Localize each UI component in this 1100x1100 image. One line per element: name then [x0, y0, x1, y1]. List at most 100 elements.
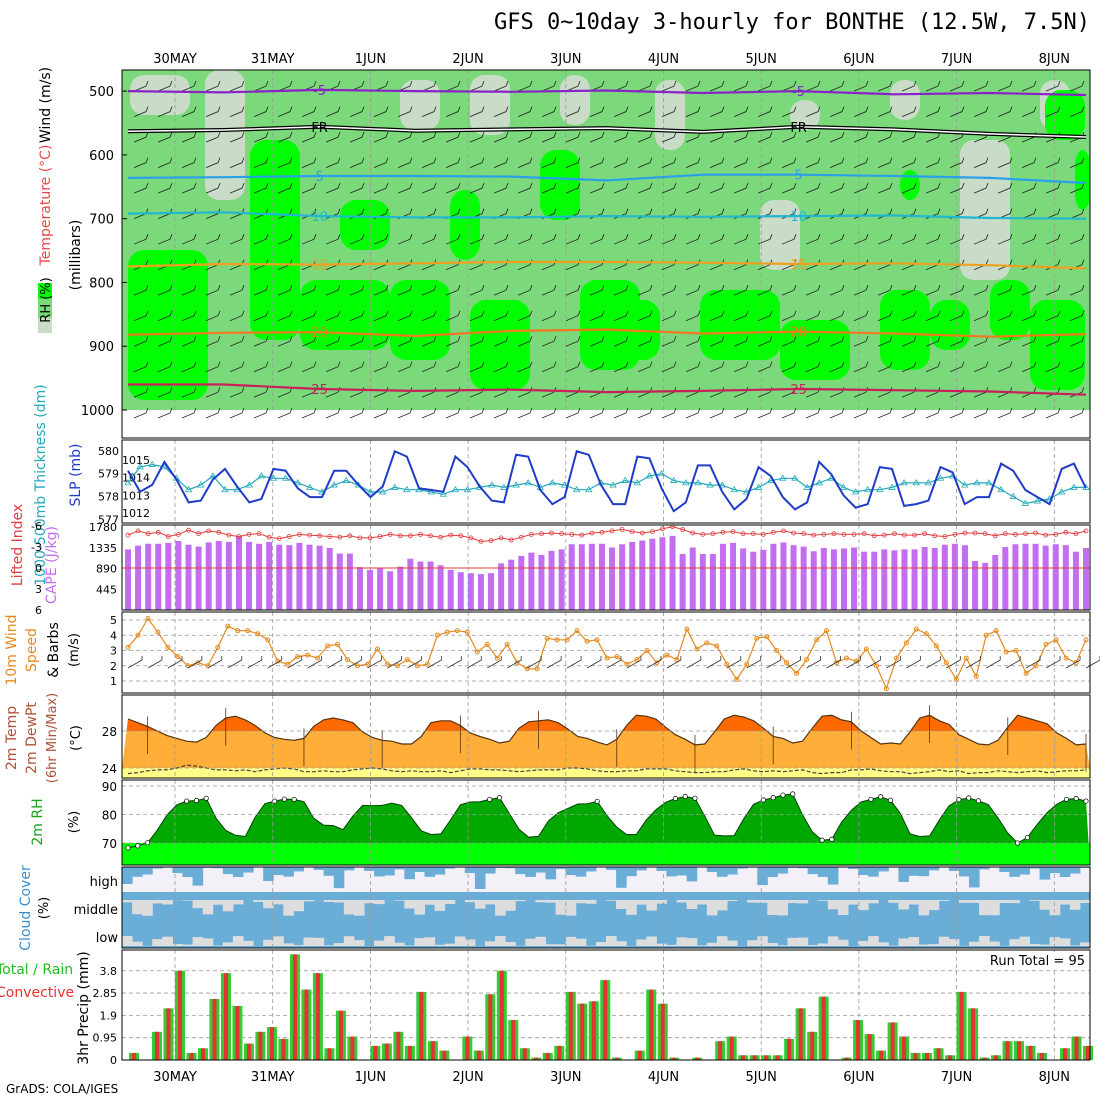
cape-bar: [165, 542, 172, 610]
cloud-mid-cell: [414, 900, 425, 915]
x-tick-label-bottom: 1JUN: [355, 1070, 386, 1085]
thickness-point: [730, 485, 739, 493]
cloud-mid-cell: [232, 900, 244, 905]
lifted-point: [468, 535, 474, 541]
wind-barb: [685, 234, 701, 245]
cape-bar: [719, 543, 726, 610]
rh2m-point: [956, 797, 962, 803]
wind-speed-point: [225, 623, 231, 629]
wind-barb: [709, 285, 725, 296]
wind-barb: [1069, 234, 1085, 245]
wind-barb: [829, 285, 845, 296]
wind-barb: [421, 80, 437, 92]
wind-barb: [746, 656, 762, 669]
wind-barb: [997, 234, 1013, 245]
lifted-point: [599, 529, 605, 535]
wind-barb: [469, 132, 485, 143]
wind-barb: [709, 310, 725, 322]
wind-barb: [133, 234, 149, 245]
cloud-high-cell: [444, 867, 456, 869]
cloud-mid-cell: [565, 900, 577, 916]
wind-barb: [157, 183, 173, 194]
isotherm-line: [127, 260, 1087, 270]
wind-speed-point: [504, 641, 510, 647]
wind-barb: [167, 656, 183, 669]
lifted-point: [569, 532, 575, 537]
wind-barb: [181, 132, 197, 143]
wind-barb: [589, 157, 605, 169]
cloud-high-cell: [777, 867, 788, 874]
wind-barb: [373, 183, 389, 194]
wind-barb: [493, 106, 509, 118]
cape-panel: -6 -3 0 3 6 445 890 1335 1780: [31, 520, 1090, 617]
wind-speed-point: [933, 643, 939, 649]
wind-barb: [349, 132, 365, 143]
cape-bar: [921, 547, 928, 610]
lifted-point: [1033, 530, 1038, 536]
wind-barb: [517, 234, 533, 245]
wind-barb: [826, 656, 841, 669]
wind-barb: [781, 234, 797, 245]
wind-barb: [853, 285, 869, 296]
wind-barb: [133, 132, 149, 143]
y-tick-label: 600: [89, 149, 114, 164]
cape-bar: [548, 550, 555, 610]
cloud-low-cell: [938, 936, 950, 946]
wind-barb: [973, 80, 989, 92]
lifted-point: [508, 537, 514, 543]
wind-barb: [781, 285, 797, 296]
cloud-mid-cell: [364, 900, 375, 904]
wind-barb: [901, 285, 917, 296]
rh2m-point: [594, 798, 600, 804]
lifted-point: [680, 527, 686, 532]
wind-speed-point: [1073, 660, 1079, 666]
cloud-frame: [121, 866, 1091, 949]
thickness-point: [294, 479, 302, 486]
thickness-point: [742, 488, 751, 495]
wind-barb: [853, 106, 869, 118]
precip-conv-bar: [718, 1041, 723, 1060]
wind-barb: [327, 656, 342, 669]
lifted-point: [609, 528, 615, 534]
cloud-mid-cell: [686, 900, 698, 910]
wind-speed-point: [145, 615, 151, 621]
wind-barb: [805, 336, 821, 347]
wind-barb: [445, 157, 461, 169]
cloud-low-cell: [444, 943, 456, 946]
wind-speed-point: [714, 643, 720, 649]
thickness-point: [245, 481, 253, 488]
wind-barb: [709, 106, 725, 118]
wind-speed-point: [125, 644, 131, 650]
lifted-point: [539, 531, 544, 537]
wind-barb: [469, 336, 485, 347]
wind-barb: [1021, 407, 1037, 419]
wind-barb: [157, 157, 173, 169]
precip-conv-bar: [741, 1055, 746, 1060]
isotherm-line: [127, 126, 1087, 138]
wind-barb: [301, 157, 317, 169]
cloud-high-cell: [979, 867, 990, 870]
lifted-point: [690, 530, 696, 536]
wind-speed-point: [414, 663, 420, 669]
cape-bar: [1062, 545, 1069, 610]
wind-barb: [589, 361, 605, 373]
cape-bar: [619, 544, 626, 610]
wind-speed-point: [634, 657, 640, 663]
cloud-low-cell: [1049, 937, 1061, 946]
wind-speed-point: [365, 661, 370, 667]
cloud-high-cell: [706, 867, 718, 873]
thickness-point: [997, 485, 1005, 493]
wind-barb: [469, 157, 485, 169]
lifted-point: [629, 529, 635, 534]
thickness-point: [184, 485, 193, 493]
wind-barb: [949, 407, 965, 419]
lifted-point: [619, 527, 625, 532]
wind-barb: [901, 157, 917, 169]
cape-bar: [447, 569, 454, 610]
wind-barb: [133, 157, 149, 169]
cloud-low-cell: [454, 936, 466, 946]
lifted-tick: 3: [35, 583, 42, 596]
wind-barb: [373, 361, 389, 373]
wind-barb: [829, 208, 845, 220]
rh2m-point: [975, 798, 982, 804]
